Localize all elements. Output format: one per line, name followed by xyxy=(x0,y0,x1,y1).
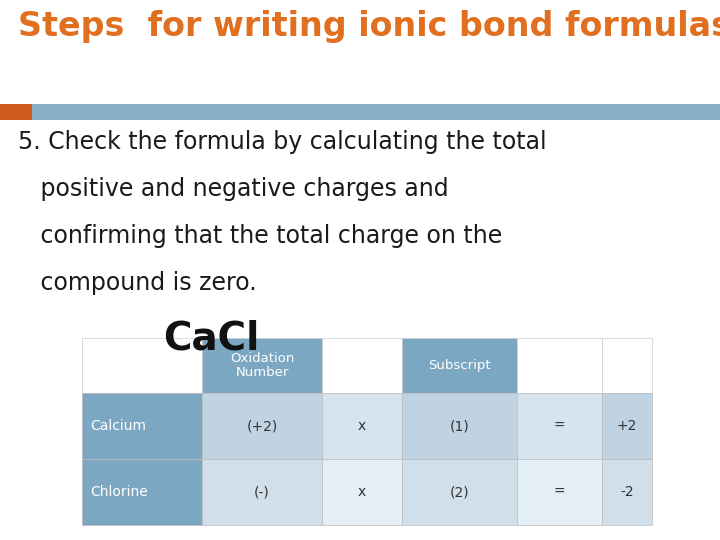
Text: Chlorine: Chlorine xyxy=(90,485,148,499)
Text: (+2): (+2) xyxy=(246,419,278,433)
Text: compound is zero.: compound is zero. xyxy=(18,271,256,295)
Text: =: = xyxy=(554,485,565,499)
Bar xyxy=(402,393,517,459)
Bar xyxy=(322,459,402,525)
Text: x: x xyxy=(358,485,366,499)
Bar xyxy=(82,338,202,393)
Bar xyxy=(517,459,602,525)
Bar xyxy=(82,459,202,525)
Bar xyxy=(202,393,322,459)
Bar xyxy=(402,459,517,525)
Bar xyxy=(0,104,720,120)
Text: (1): (1) xyxy=(449,419,469,433)
Bar xyxy=(322,393,402,459)
Bar xyxy=(517,393,602,459)
Text: 5. Check the formula by calculating the total: 5. Check the formula by calculating the … xyxy=(18,130,546,154)
Text: (-): (-) xyxy=(254,485,270,499)
Bar xyxy=(602,393,652,459)
Text: Calcium: Calcium xyxy=(90,419,146,433)
Text: CaCl: CaCl xyxy=(163,320,259,358)
Text: x: x xyxy=(358,419,366,433)
Text: positive and negative charges and: positive and negative charges and xyxy=(18,177,449,201)
Bar xyxy=(517,338,602,393)
Bar xyxy=(202,338,322,393)
Text: confirming that the total charge on the: confirming that the total charge on the xyxy=(18,224,503,248)
Text: +2: +2 xyxy=(617,419,637,433)
Bar xyxy=(82,393,202,459)
Text: -2: -2 xyxy=(620,485,634,499)
Text: Oxidation
Number: Oxidation Number xyxy=(230,352,294,380)
Text: Subscript: Subscript xyxy=(428,359,491,372)
Text: (2): (2) xyxy=(450,485,469,499)
Bar xyxy=(602,338,652,393)
Text: =: = xyxy=(554,419,565,433)
Bar xyxy=(202,459,322,525)
Bar xyxy=(602,459,652,525)
Text: Steps  for writing ionic bond formulas: Steps for writing ionic bond formulas xyxy=(18,10,720,43)
Bar xyxy=(322,338,402,393)
Bar xyxy=(0,104,32,120)
Bar xyxy=(402,338,517,393)
